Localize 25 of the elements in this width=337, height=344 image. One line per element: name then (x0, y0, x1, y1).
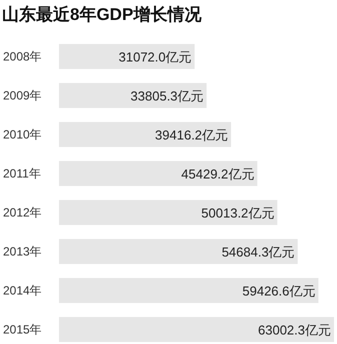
y-tick-label: 2009年 (3, 88, 42, 102)
y-tick-label: 2011年 (3, 166, 41, 180)
bar (59, 83, 207, 108)
y-tick-label: 2012年 (3, 206, 42, 220)
bar (59, 239, 298, 264)
y-tick-label: 2010年 (3, 128, 42, 142)
y-tick-label: 2013年 (3, 244, 42, 258)
bar (59, 161, 258, 186)
data-label: 59426.6亿元 (242, 284, 316, 298)
y-tick-label: 2014年 (3, 284, 42, 298)
data-label: 50013.2亿元 (201, 206, 274, 220)
bar (59, 278, 318, 303)
bar (59, 317, 334, 342)
y-tick-label: 2015年 (3, 322, 42, 336)
data-label: 63002.3亿元 (258, 322, 331, 338)
bar (59, 122, 232, 147)
bar (59, 44, 195, 69)
data-label: 45429.2亿元 (181, 166, 254, 182)
data-label: 54684.3亿元 (222, 244, 295, 260)
data-label: 31072.0亿元 (118, 50, 192, 64)
chart-title: 山东最近8年GDP增长情况 (2, 5, 202, 24)
bar (59, 200, 278, 225)
data-label: 33805.3亿元 (130, 88, 204, 104)
y-tick-label: 2008年 (3, 50, 42, 64)
data-label: 39416.2亿元 (155, 128, 228, 142)
